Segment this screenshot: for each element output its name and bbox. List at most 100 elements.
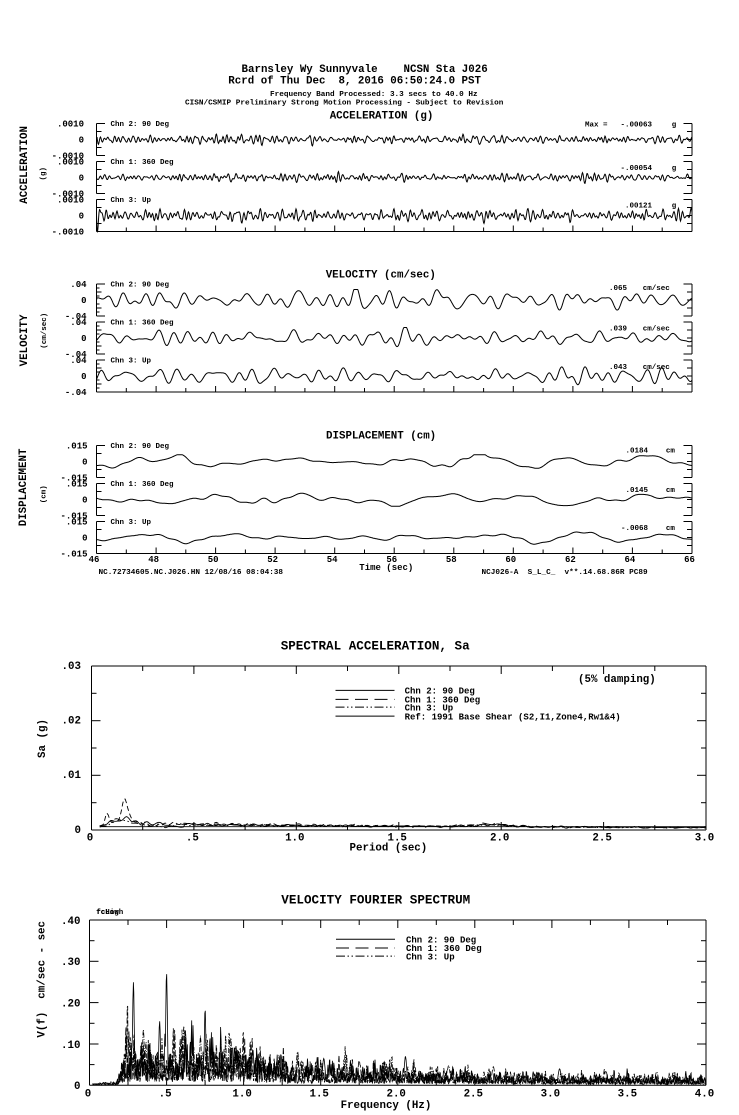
svg-text:.01: .01 <box>62 770 82 782</box>
svg-text:cm: cm <box>666 487 676 495</box>
svg-text:(g): (g) <box>40 167 48 181</box>
svg-text:0: 0 <box>79 174 84 184</box>
svg-text:-.04: -.04 <box>65 312 87 322</box>
svg-text:Chn 2: 90 Deg: Chn 2: 90 Deg <box>111 443 170 451</box>
svg-text:cm/sec: cm/sec <box>643 325 671 333</box>
svg-text:Chn 3: Up: Chn 3: Up <box>406 952 455 962</box>
svg-text:2.0: 2.0 <box>386 1089 405 1101</box>
svg-text:56: 56 <box>386 555 397 565</box>
svg-text:Chn 2: 90 Deg: Chn 2: 90 Deg <box>406 935 476 945</box>
svg-text:-.015: -.015 <box>60 550 87 560</box>
svg-text:0: 0 <box>82 534 87 544</box>
svg-text:ACCELERATION (g): ACCELERATION (g) <box>330 110 434 122</box>
svg-text:0: 0 <box>79 136 84 146</box>
svg-text:4.0: 4.0 <box>695 1089 714 1101</box>
svg-text:-.0010: -.0010 <box>52 228 84 238</box>
svg-text:SPECTRAL ACCELERATION, Sa: SPECTRAL ACCELERATION, Sa <box>281 640 470 654</box>
svg-text:0: 0 <box>82 496 87 506</box>
svg-text:.04: .04 <box>70 280 87 290</box>
svg-text:Chn 3: Up: Chn 3: Up <box>111 519 152 527</box>
svg-text:2.0: 2.0 <box>490 832 509 844</box>
svg-text:fcHigh: fcHigh <box>96 909 124 917</box>
svg-text:Chn 3: Up: Chn 3: Up <box>111 358 152 366</box>
svg-text:NC.72734605.NC.J026.HN 12/08/1: NC.72734605.NC.J026.HN 12/08/16 08:04:38 <box>99 569 284 577</box>
svg-text:-.00063: -.00063 <box>620 122 652 130</box>
svg-text:Frequency (Hz): Frequency (Hz) <box>341 1100 432 1112</box>
svg-text:cm: cm <box>666 525 676 533</box>
svg-text:cm/sec: cm/sec <box>643 364 671 372</box>
svg-text:VELOCITY: VELOCITY <box>19 314 31 366</box>
svg-text:.5: .5 <box>186 832 199 844</box>
svg-text:g: g <box>672 122 677 130</box>
svg-text:0: 0 <box>81 372 86 382</box>
svg-text:.0010: .0010 <box>57 196 84 206</box>
svg-text:Chn 1: 360 Deg: Chn 1: 360 Deg <box>406 944 482 954</box>
svg-text:60: 60 <box>505 555 516 565</box>
svg-text:.015: .015 <box>66 518 88 528</box>
svg-text:NCJ026-A S_L_C_ v**.14.68.86: NCJ026-A S_L_C_ v**.14.68.86R PC89 <box>482 569 648 577</box>
svg-text:.04: .04 <box>70 356 87 366</box>
svg-text:0: 0 <box>81 296 86 306</box>
svg-text:2.5: 2.5 <box>464 1089 483 1101</box>
svg-text:-.015: -.015 <box>60 474 87 484</box>
svg-text:3.5: 3.5 <box>618 1089 637 1101</box>
svg-text:.10: .10 <box>61 1040 80 1052</box>
svg-text:Chn 1: 360 Deg: Chn 1: 360 Deg <box>111 481 175 489</box>
svg-text:0: 0 <box>81 334 86 344</box>
svg-text:1.5: 1.5 <box>387 832 406 844</box>
svg-text:VELOCITY (cm/sec): VELOCITY (cm/sec) <box>326 269 436 281</box>
svg-text:0: 0 <box>79 212 84 222</box>
svg-text:Chn 1: 360 Deg: Chn 1: 360 Deg <box>111 159 175 167</box>
svg-text:Barnsley Wy Sunnyvale NCSN: Barnsley Wy Sunnyvale NCSN Sta J026 <box>242 64 488 76</box>
svg-text:Chn 3: Up: Chn 3: Up <box>405 703 454 713</box>
svg-text:g: g <box>672 165 677 173</box>
svg-text:.0010: .0010 <box>57 120 84 130</box>
svg-text:46: 46 <box>89 555 100 565</box>
svg-text:0: 0 <box>74 1081 80 1093</box>
svg-text:.04: .04 <box>70 318 87 328</box>
svg-text:VELOCITY FOURIER SPECTRUM: VELOCITY FOURIER SPECTRUM <box>281 894 470 908</box>
svg-text:2.5: 2.5 <box>592 832 611 844</box>
svg-text:62: 62 <box>565 555 576 565</box>
svg-text:.5: .5 <box>159 1089 172 1101</box>
svg-text:Ref: 1991 Base Shear (S2,I1,Zo: Ref: 1991 Base Shear (S2,I1,Zone4,Rw1&4) <box>405 712 621 722</box>
svg-text:52: 52 <box>267 555 278 565</box>
svg-text:.015: .015 <box>66 442 88 452</box>
svg-text:1.0: 1.0 <box>285 832 304 844</box>
svg-text:.30: .30 <box>61 957 80 969</box>
svg-text:Time (sec): Time (sec) <box>359 563 413 573</box>
svg-text:Chn 1: 360 Deg: Chn 1: 360 Deg <box>111 320 175 328</box>
svg-text:-.0010: -.0010 <box>52 152 84 162</box>
svg-text:-.04: -.04 <box>65 388 87 398</box>
svg-text:.039: .039 <box>609 325 628 333</box>
svg-text:DISPLACEMENT (cm): DISPLACEMENT (cm) <box>326 430 436 442</box>
svg-text:0: 0 <box>87 832 93 844</box>
svg-text:-.0068: -.0068 <box>621 525 649 533</box>
svg-text:ACCELERATION: ACCELERATION <box>19 126 31 204</box>
svg-text:-.00054: -.00054 <box>620 165 652 173</box>
svg-text:-.0010: -.0010 <box>52 190 84 200</box>
svg-text:0: 0 <box>75 825 81 837</box>
svg-text:Sa (g): Sa (g) <box>37 719 49 758</box>
svg-text:Max =: Max = <box>585 122 608 130</box>
svg-text:Rcrd of Thu Dec 8, 2016 06:50: Rcrd of Thu Dec 8, 2016 06:50:24.0 PST <box>228 75 481 87</box>
svg-text:Chn 2: 90 Deg: Chn 2: 90 Deg <box>111 282 170 290</box>
svg-text:Chn 2: 90 Deg: Chn 2: 90 Deg <box>405 687 475 697</box>
svg-text:Chn 1: 360 Deg: Chn 1: 360 Deg <box>405 696 481 706</box>
svg-text:.00121: .00121 <box>625 203 653 211</box>
svg-text:fcLow: fcLow <box>96 909 119 917</box>
svg-text:.065: .065 <box>609 285 628 293</box>
svg-text:3.0: 3.0 <box>541 1089 560 1101</box>
svg-text:0: 0 <box>85 1089 91 1101</box>
svg-text:.40: .40 <box>61 916 80 928</box>
svg-text:0: 0 <box>82 458 87 468</box>
svg-text:V(f) cm/sec - sec: V(f) cm/sec - sec <box>37 921 49 1038</box>
svg-text:.0010: .0010 <box>57 158 84 168</box>
svg-text:1.0: 1.0 <box>232 1089 251 1101</box>
svg-text:3.0: 3.0 <box>695 832 714 844</box>
svg-text:cm/sec: cm/sec <box>643 285 671 293</box>
svg-text:Period (sec): Period (sec) <box>350 843 428 855</box>
svg-text:.02: .02 <box>62 716 81 728</box>
svg-text:66: 66 <box>684 555 695 565</box>
svg-text:-.015: -.015 <box>60 512 87 522</box>
